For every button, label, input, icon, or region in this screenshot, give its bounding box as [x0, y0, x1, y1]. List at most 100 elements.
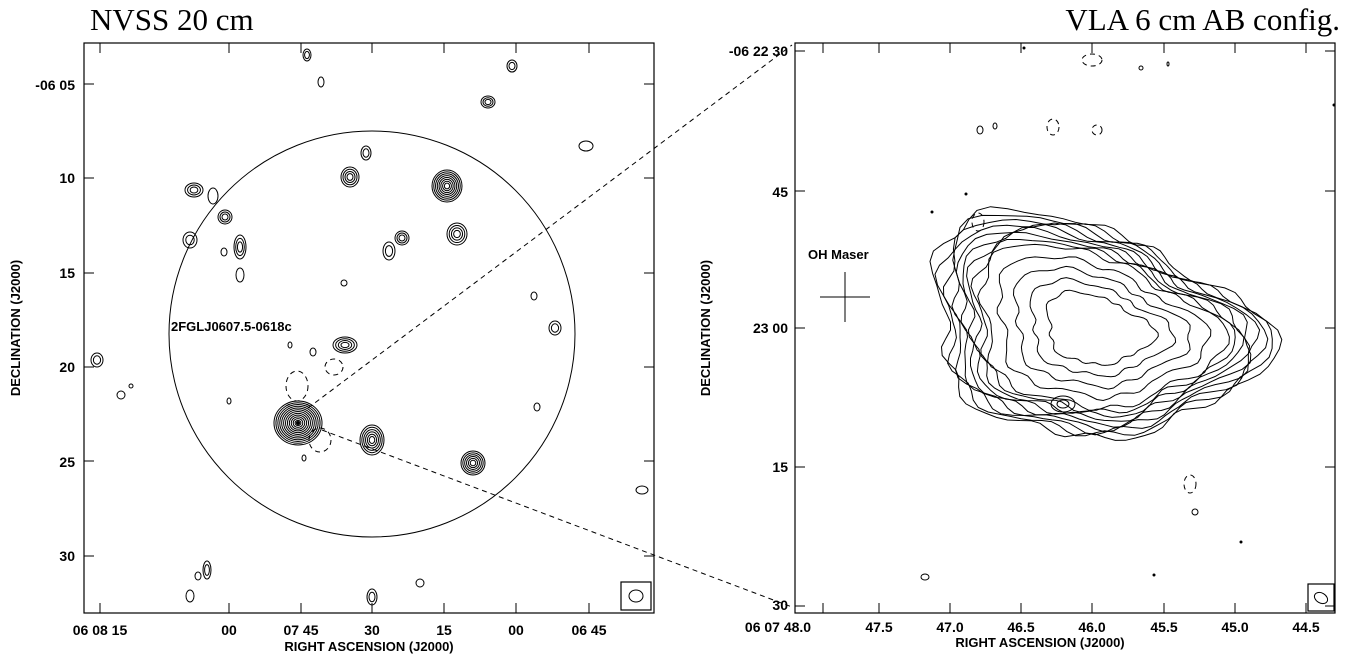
right-plot-frame	[794, 42, 1336, 614]
source-contour	[235, 237, 245, 257]
source-contour	[279, 405, 317, 441]
source-contour	[396, 232, 408, 244]
source-contour	[309, 347, 317, 357]
source-contour	[550, 323, 560, 333]
small-contour	[992, 122, 998, 130]
source-contour	[482, 97, 494, 107]
right-x-tick-2: 47.0	[936, 619, 963, 635]
source-contour	[453, 229, 461, 239]
snr-contour	[1012, 265, 1191, 390]
source-contour	[533, 402, 541, 412]
source-contour	[128, 383, 134, 389]
source-contour	[382, 241, 396, 261]
left-y-axis-label: DECLINATION (J2000)	[8, 260, 23, 396]
right-x-tick-3: 46.5	[1007, 619, 1034, 635]
source-contour	[346, 173, 354, 181]
snr-knot-contour	[1050, 395, 1076, 413]
left-y-tick-3: 20	[59, 359, 75, 375]
source-contour	[185, 589, 195, 603]
left-x-axis-label: RIGHT ASCENSION (J2000)	[284, 639, 453, 654]
source-contour	[302, 48, 312, 62]
left-y-tick-1: 10	[59, 170, 75, 186]
left-y-tick-2: 15	[59, 265, 75, 281]
right-x-tick-1: 47.5	[865, 619, 892, 635]
left-panel-title: NVSS 20 cm	[90, 2, 254, 37]
left-beam-box	[620, 581, 652, 611]
source-contour	[317, 76, 325, 88]
noise-dot	[1332, 103, 1336, 107]
negative-contour	[1183, 474, 1197, 494]
source-contour	[368, 591, 376, 603]
source-contour	[226, 397, 232, 405]
source-contour	[184, 182, 204, 198]
source-contour	[194, 571, 202, 581]
noise-dot	[930, 210, 934, 214]
source-contour	[469, 459, 477, 467]
source-contour	[332, 336, 358, 354]
noise-dot	[1152, 573, 1156, 577]
source-contour	[361, 426, 383, 454]
source-contour	[92, 355, 102, 365]
source-contour	[431, 169, 463, 203]
left-x-tick-6: 06 45	[571, 622, 606, 638]
left-x-tick-1: 00	[221, 622, 237, 638]
source-contour	[359, 424, 385, 456]
source-contour	[435, 173, 459, 199]
source-contour	[442, 180, 452, 192]
right-x-tick-4: 46.0	[1078, 619, 1105, 635]
source-contour	[290, 416, 306, 430]
source-contour	[283, 409, 313, 437]
small-contour	[920, 573, 930, 581]
source-contour	[480, 95, 496, 109]
source-contour	[219, 211, 231, 223]
source-contour	[220, 247, 228, 257]
source-contour	[506, 59, 518, 73]
source-contour	[438, 177, 456, 195]
negative-contour	[1081, 53, 1103, 67]
source-contour	[236, 241, 244, 253]
source-contour	[433, 171, 461, 201]
source-contour	[363, 429, 381, 451]
source-contour	[233, 234, 247, 260]
right-beam-ellipse	[1313, 591, 1329, 605]
snr-contour	[942, 218, 1269, 436]
snr-contour	[970, 239, 1236, 414]
source-contour	[207, 187, 219, 205]
negative-contour	[308, 427, 332, 453]
right-x-tick-6: 45.0	[1221, 619, 1248, 635]
left-x-tick-2: 07 45	[283, 622, 318, 638]
right-y-tick-0: -06 22 30	[729, 43, 788, 59]
snr-contour	[929, 206, 1283, 441]
right-y-tick-1: 45	[772, 184, 788, 200]
source-contour	[337, 340, 353, 350]
right-x-tick-7: 44.5	[1292, 619, 1319, 635]
small-contour	[1138, 65, 1144, 71]
left-x-tick-3: 30	[364, 622, 380, 638]
fermi-source-label: 2FGLJ0607.5-0618c	[171, 319, 292, 334]
source-contour	[460, 450, 486, 476]
source-contour	[342, 168, 358, 186]
source-contour	[301, 454, 307, 462]
source-contour	[398, 234, 406, 242]
right-x-tick-5: 45.5	[1150, 619, 1177, 635]
source-contour	[185, 234, 195, 246]
snr-knot-contour	[1056, 399, 1070, 409]
noise-dot	[1239, 540, 1243, 544]
source-contour	[340, 341, 350, 349]
right-x-tick-0: 06 07 48.0	[745, 619, 811, 635]
left-panel: 2FGLJ0607.5-0618c 06 08 15 00 07 45 30 1…	[8, 42, 655, 654]
left-contour-sources	[90, 48, 649, 606]
right-y-axis-label: DECLINATION (J2000)	[698, 260, 713, 396]
negative-contour	[285, 370, 309, 402]
noise-dot	[964, 192, 968, 196]
source-contour	[204, 564, 210, 576]
left-x-tick-5: 00	[508, 622, 524, 638]
right-tick-marks	[795, 43, 1335, 613]
source-contour	[464, 454, 482, 472]
source-contour	[286, 412, 310, 434]
right-small-features	[920, 46, 1336, 581]
negative-contour	[1046, 118, 1060, 136]
source-contour	[304, 50, 310, 60]
source-contour	[466, 456, 480, 470]
source-contour	[288, 414, 308, 432]
